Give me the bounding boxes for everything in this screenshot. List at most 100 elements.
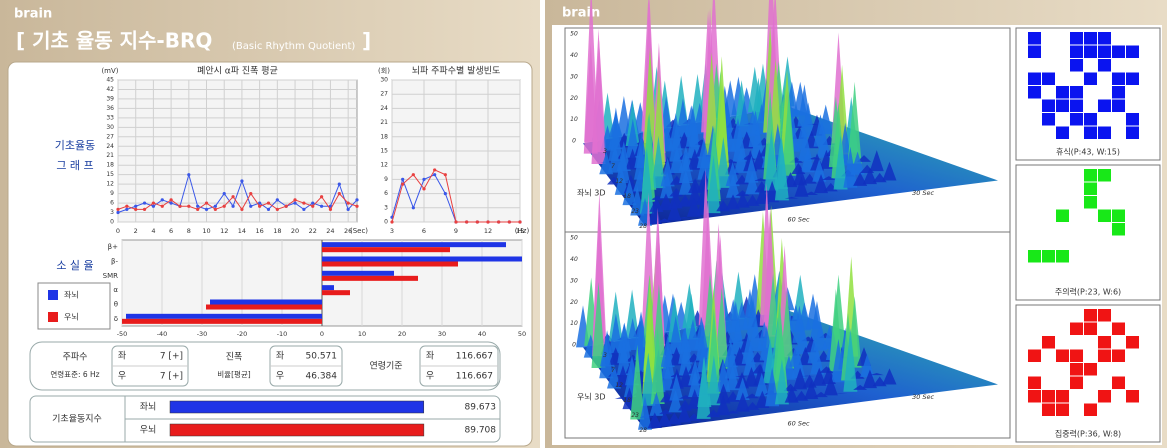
point: [196, 207, 200, 211]
filled-cell: [1042, 403, 1055, 416]
filled-cell: [1028, 72, 1041, 85]
empty-cell: [1042, 45, 1055, 58]
surface-peak: [816, 127, 831, 158]
point: [151, 204, 156, 208]
y-tick-label: 0: [384, 219, 388, 226]
empty-cell: [1084, 59, 1097, 72]
x-tick-label: 14: [238, 227, 246, 235]
surface-peak: [704, 52, 719, 155]
point: [433, 168, 437, 172]
filled-cell: [1084, 113, 1097, 126]
surface-peak: [660, 364, 675, 391]
surface-peak: [706, 155, 721, 214]
point: [240, 179, 244, 183]
empty-cell: [1056, 45, 1069, 58]
empty-cell: [1084, 376, 1097, 389]
filled-cell: [1112, 99, 1125, 112]
filled-cell: [1084, 182, 1097, 195]
time-label: 30 Sec: [912, 393, 934, 401]
depth-label: 23: [631, 208, 639, 215]
time-label: 30 Sec: [912, 189, 934, 197]
empty-cell: [1112, 126, 1125, 139]
empty-cell: [1042, 182, 1055, 195]
table-sub: 연령표준: 6 Hz: [50, 370, 99, 379]
surface-peak: [679, 152, 694, 184]
surface-peak: [614, 167, 629, 195]
plot-area: [117, 79, 358, 223]
surface-peak: [651, 284, 666, 369]
surface-peak: [687, 182, 702, 205]
surface-peak: [882, 161, 897, 181]
filled-cell: [1028, 250, 1041, 263]
point: [302, 201, 306, 205]
bar: [322, 275, 418, 281]
point: [258, 201, 262, 205]
z-label: 0: [572, 138, 576, 145]
x-tick-label: 0: [320, 330, 324, 338]
filled-cell: [1084, 322, 1097, 335]
surface-peak: [793, 165, 808, 186]
surface-peak: [669, 373, 684, 401]
surface-peak: [801, 102, 816, 138]
surface-peak: [744, 155, 759, 183]
filled-cell: [1056, 209, 1069, 222]
empty-cell: [1098, 403, 1111, 416]
empty-cell: [1084, 86, 1097, 99]
bar: [322, 247, 450, 253]
filled-cell: [1084, 72, 1097, 85]
depth-label: 18: [623, 193, 631, 200]
surface-peak: [862, 167, 877, 185]
point: [160, 204, 164, 208]
filled-cell: [1084, 32, 1097, 45]
point: [169, 198, 173, 202]
empty-cell: [1028, 236, 1041, 249]
point: [125, 207, 129, 211]
point: [213, 207, 217, 211]
surface-peak: [658, 409, 673, 415]
surface-peak: [734, 147, 749, 173]
empty-cell: [1112, 59, 1125, 72]
empty-cell: [1028, 309, 1041, 322]
surface-peak: [660, 343, 675, 379]
empty-cell: [1126, 309, 1139, 322]
y-tick-label: 12: [380, 162, 388, 169]
filled-cell: [1084, 169, 1097, 182]
x-unit: (Sec): [350, 227, 368, 235]
surface-peak: [715, 82, 730, 177]
surface-peak: [591, 28, 606, 164]
empty-cell: [1112, 113, 1125, 126]
point: [231, 204, 235, 208]
point: [187, 173, 191, 177]
point: [355, 204, 359, 208]
filled-cell: [1084, 403, 1097, 416]
line: [117, 192, 358, 211]
point: [284, 204, 288, 208]
grid-label: 휴식(P:43, W:15): [1056, 148, 1120, 157]
filled-cell: [1070, 376, 1083, 389]
empty-cell: [1098, 86, 1111, 99]
point: [178, 204, 182, 208]
point: [355, 198, 359, 202]
line: [117, 172, 358, 214]
surface-peak: [649, 392, 664, 416]
depth-label: 23: [631, 412, 639, 419]
surface-peak: [793, 367, 808, 390]
empty-cell: [1028, 322, 1041, 335]
point: [134, 207, 138, 211]
side-value: 50.571: [306, 352, 338, 362]
empty-cell: [1042, 86, 1055, 99]
empty-cell: [1126, 182, 1139, 195]
bar: [322, 285, 334, 291]
empty-cell: [1028, 196, 1041, 209]
surface-peak: [688, 369, 703, 398]
x-tick-label: 20: [291, 227, 299, 235]
y-tick-label: 3: [110, 209, 114, 216]
empty-cell: [1126, 59, 1139, 72]
brand: brain: [14, 7, 52, 22]
filled-cell: [1028, 390, 1041, 403]
side-label: 그 래 프: [56, 159, 93, 172]
empty-cell: [1126, 169, 1139, 182]
empty-cell: [1126, 322, 1139, 335]
y-tick-label: 18: [106, 162, 114, 169]
empty-cell: [1126, 403, 1139, 416]
